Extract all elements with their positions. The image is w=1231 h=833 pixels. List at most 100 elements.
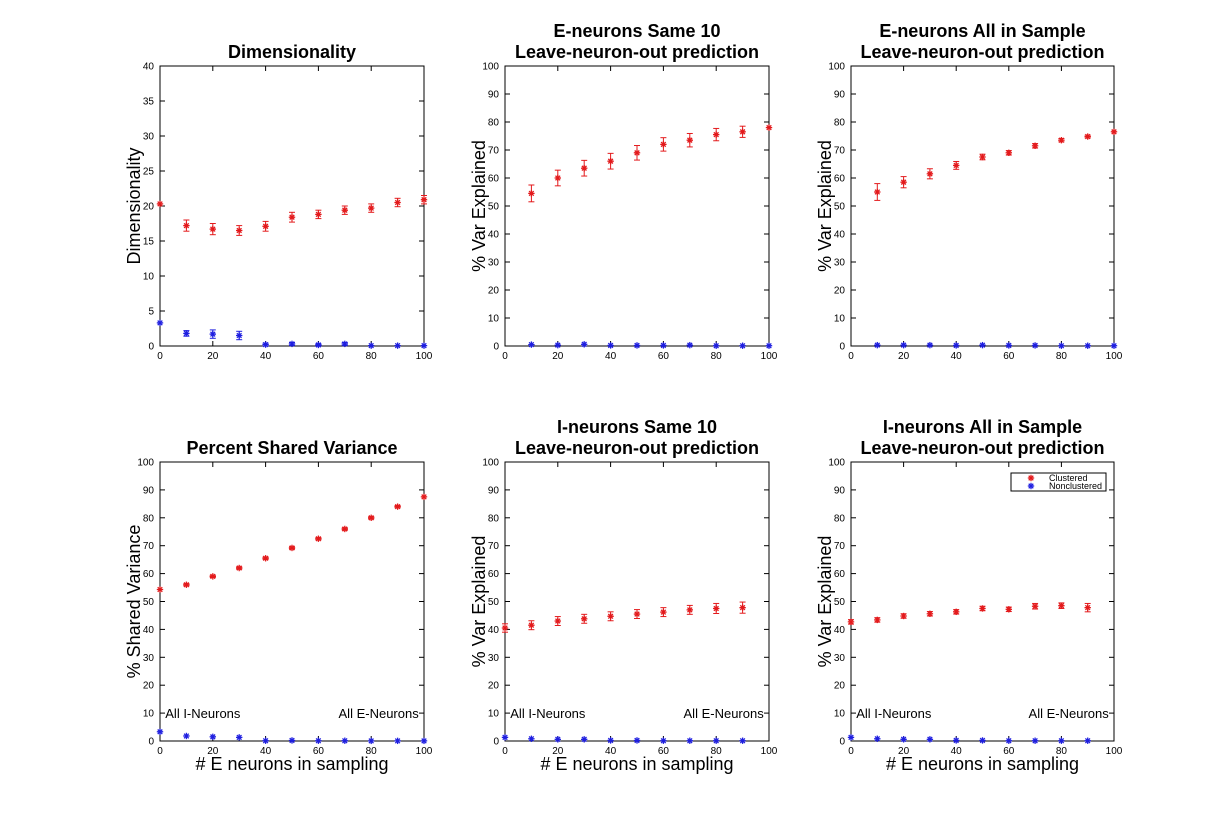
data-point	[394, 342, 401, 349]
x-tick-label: 80	[1056, 351, 1068, 362]
y-axis-label: Dimensionality	[124, 147, 144, 264]
x-tick-label: 0	[848, 746, 854, 757]
data-point	[1084, 133, 1091, 140]
chart-panel-5: 0 20 40 60 80 100 0 10 20 30 40 50 60 70 80 90 100 I-neur…	[469, 417, 778, 774]
y-tick-label: 10	[488, 709, 500, 720]
data-point	[926, 341, 934, 349]
data-point	[581, 736, 588, 743]
x-tick-label: 0	[157, 746, 163, 757]
data-point	[926, 170, 934, 177]
chart-panel-6: 0 20 40 60 80 100 0 10 20 30 40 50 60 70 80 90 100 I-neur…	[815, 417, 1123, 774]
x-tick-label: 40	[951, 351, 963, 362]
y-tick-label: 100	[482, 458, 499, 469]
y-tick-label: 20	[143, 202, 155, 213]
x-tick-label: 0	[157, 351, 163, 362]
data-point	[874, 341, 881, 349]
chart-panel-2: 0 20 40 60 80 100 0 10 20 30 40 50 60 70 80 90 100 E-neur…	[469, 21, 778, 362]
y-tick-label: 10	[143, 272, 155, 283]
data-point	[288, 544, 296, 552]
x-tick-label: 80	[366, 746, 378, 757]
data-point	[1058, 342, 1065, 349]
y-tick-label: 30	[488, 653, 500, 664]
y-tick-label: 0	[839, 737, 845, 748]
data-point	[1058, 137, 1065, 144]
data-point	[394, 503, 401, 510]
x-tick-label: 80	[711, 351, 723, 362]
data-point	[420, 493, 428, 501]
data-point	[420, 342, 428, 349]
x-tick-label: 0	[502, 351, 508, 362]
data-point	[209, 225, 216, 233]
data-point	[633, 737, 641, 744]
data-point	[1005, 342, 1012, 349]
y-tick-label: 15	[143, 237, 155, 248]
data-point	[874, 188, 881, 196]
data-point	[236, 332, 243, 339]
legend-box	[1010, 472, 1107, 492]
y-tick-label: 60	[143, 569, 155, 580]
data-point	[874, 616, 881, 624]
data-point	[900, 612, 907, 620]
data-point	[501, 624, 509, 632]
data-point	[739, 342, 746, 349]
y-axis-label: % Var Explained	[815, 536, 835, 668]
y-tick-label: 50	[488, 202, 500, 213]
data-point	[315, 211, 322, 218]
data-point	[1031, 603, 1039, 610]
x-axis-label: # E neurons in sampling	[540, 754, 733, 774]
data-point	[554, 174, 561, 182]
x-tick-label: 80	[711, 746, 723, 757]
chart-title-line: Leave-neuron-out prediction	[860, 438, 1104, 458]
data-point	[739, 128, 746, 135]
data-point	[341, 207, 348, 214]
y-axis-label: % Var Explained	[815, 140, 835, 272]
y-tick-label: 90	[488, 90, 500, 101]
series-clustered	[156, 195, 428, 236]
chart-title-line: I-neurons All in Sample	[883, 417, 1082, 437]
data-point	[581, 615, 588, 622]
annotation-text: All E-Neurons	[684, 706, 765, 721]
x-tick-label: 20	[207, 746, 219, 757]
data-point	[1084, 737, 1091, 744]
data-point	[501, 734, 509, 741]
data-point	[1110, 342, 1118, 349]
data-point	[1005, 606, 1012, 613]
y-tick-label: 100	[828, 62, 845, 73]
y-tick-label: 60	[488, 174, 500, 185]
data-point	[394, 737, 401, 745]
series-clustered	[874, 128, 1118, 201]
y-tick-label: 0	[839, 342, 845, 353]
data-point	[528, 735, 535, 742]
data-point	[607, 737, 614, 744]
data-point	[394, 199, 401, 206]
data-point	[528, 341, 535, 348]
data-point	[528, 622, 535, 629]
data-point	[953, 162, 960, 169]
data-point	[660, 608, 667, 616]
y-tick-label: 80	[834, 118, 846, 129]
annotation-text: All E-Neurons	[339, 706, 420, 721]
y-tick-label: 10	[834, 314, 846, 325]
data-point	[315, 341, 322, 349]
data-point	[209, 733, 216, 741]
chart-title-line: E-neurons All in Sample	[879, 21, 1085, 41]
data-point	[236, 564, 243, 572]
series-clustered	[156, 493, 428, 593]
series-nonclustered	[528, 341, 773, 349]
y-tick-label: 30	[834, 258, 846, 269]
data-point	[156, 319, 164, 327]
y-tick-label: 100	[828, 458, 845, 469]
axes-box	[504, 65, 770, 347]
annotation-text: All I-Neurons	[856, 706, 932, 721]
y-tick-label: 50	[834, 597, 846, 608]
x-tick-label: 60	[313, 746, 325, 757]
y-tick-label: 0	[148, 737, 154, 748]
y-tick-label: 50	[834, 202, 846, 213]
data-point	[1084, 604, 1091, 611]
data-point	[633, 610, 641, 618]
data-point	[209, 330, 216, 338]
data-point	[341, 737, 348, 744]
y-tick-label: 60	[834, 174, 846, 185]
data-point	[236, 734, 243, 741]
